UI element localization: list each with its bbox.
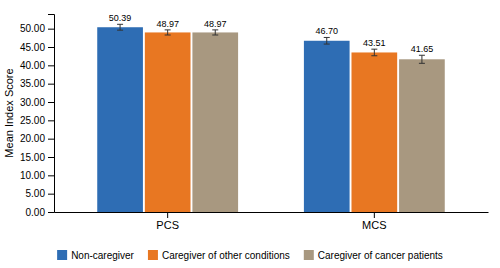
- y-tick-mark: [48, 47, 54, 48]
- y-axis-title: Mean Index Score: [3, 68, 15, 157]
- y-tick-mark: [48, 157, 54, 158]
- y-tick-mark: [48, 194, 54, 195]
- y-tick-label: 25.00: [20, 115, 45, 126]
- bar: [399, 59, 445, 212]
- data-label: 48.97: [204, 19, 227, 29]
- y-tick-mark: [48, 65, 54, 66]
- y-tick-label: 45.00: [20, 42, 45, 53]
- chart: 0.00 5.00 10.00 15.00 20.00 25.00 30.00 35.00 40…: [0, 0, 500, 268]
- y-tick-mark: [48, 120, 54, 121]
- legend-label: Caregiver of other conditions: [162, 250, 290, 261]
- y-axis-line: [48, 15, 55, 213]
- y-tick-label: 40.00: [20, 60, 45, 71]
- bar: [304, 41, 350, 212]
- legend-item: Caregiver of cancer patients: [304, 250, 443, 261]
- x-axis: PCS MCS: [55, 212, 489, 231]
- data-label: 43.51: [363, 38, 386, 48]
- y-tick: 0.00: [26, 207, 54, 218]
- bar: [145, 32, 191, 212]
- data-labels: 50.39 46.70 48.97 43.51 48.97 41.65: [109, 13, 433, 54]
- error-bar: [212, 30, 218, 35]
- legend-swatch: [304, 250, 314, 260]
- error-bar: [371, 49, 377, 56]
- data-label: 46.70: [315, 26, 338, 36]
- y-axis: 0.00 5.00 10.00 15.00 20.00 25.00 30.00 35.00 40…: [20, 15, 55, 218]
- legend-swatch: [148, 250, 158, 260]
- y-tick: 30.00: [20, 97, 54, 108]
- y-tick-label: 30.00: [20, 97, 45, 108]
- legend-label: Caregiver of cancer patients: [318, 250, 443, 261]
- y-tick-label: 20.00: [20, 133, 45, 144]
- y-tick: 10.00: [20, 170, 54, 181]
- y-tick-label: 50.00: [20, 23, 45, 34]
- y-tick-label: 0.00: [26, 207, 46, 218]
- y-tick-label: 15.00: [20, 152, 45, 163]
- x-tick-mark: [167, 212, 168, 218]
- y-tick: 40.00: [20, 60, 54, 71]
- y-tick: 15.00: [20, 152, 54, 163]
- y-tick-label: 5.00: [26, 188, 46, 199]
- x-tick-mark: [374, 212, 375, 218]
- y-tick: 25.00: [20, 115, 54, 126]
- legend: Non-caregiver Caregiver of other conditio…: [57, 250, 443, 261]
- bar: [192, 32, 238, 212]
- y-tick: 5.00: [26, 188, 54, 199]
- y-tick-mark: [48, 29, 54, 30]
- legend-item: Caregiver of other conditions: [148, 250, 290, 261]
- legend-swatch: [57, 250, 67, 260]
- y-tick-mark: [48, 139, 54, 140]
- y-tick-mark: [48, 175, 54, 176]
- x-tick: PCS: [156, 212, 179, 231]
- x-tick: MCS: [362, 212, 386, 231]
- data-label: 41.65: [411, 44, 434, 54]
- data-label: 48.97: [156, 19, 179, 29]
- y-tick-label: 35.00: [20, 78, 45, 89]
- y-tick: 45.00: [20, 42, 54, 53]
- plot: 0.00 5.00 10.00 15.00 20.00 25.00 30.00 35.00 40…: [20, 13, 489, 231]
- bar: [351, 52, 397, 212]
- x-axis-line: [55, 212, 489, 213]
- y-tick: 35.00: [20, 78, 54, 89]
- x-tick-label: MCS: [362, 219, 386, 231]
- error-bar: [324, 37, 330, 44]
- y-tick: 50.00: [20, 23, 54, 34]
- y-tick-label: 10.00: [20, 170, 45, 181]
- bar: [97, 27, 143, 212]
- y-tick-mark: [48, 212, 54, 213]
- error-bar: [165, 30, 171, 35]
- error-bar: [419, 55, 425, 63]
- x-tick-label: PCS: [156, 219, 179, 231]
- legend-item: Non-caregiver: [57, 250, 134, 261]
- legend-label: Non-caregiver: [71, 250, 134, 261]
- marks: [97, 24, 445, 212]
- error-bar: [117, 24, 123, 30]
- y-tick: 20.00: [20, 133, 54, 144]
- data-label: 50.39: [109, 13, 132, 23]
- y-tick-mark: [48, 102, 54, 103]
- y-tick-mark: [48, 84, 54, 85]
